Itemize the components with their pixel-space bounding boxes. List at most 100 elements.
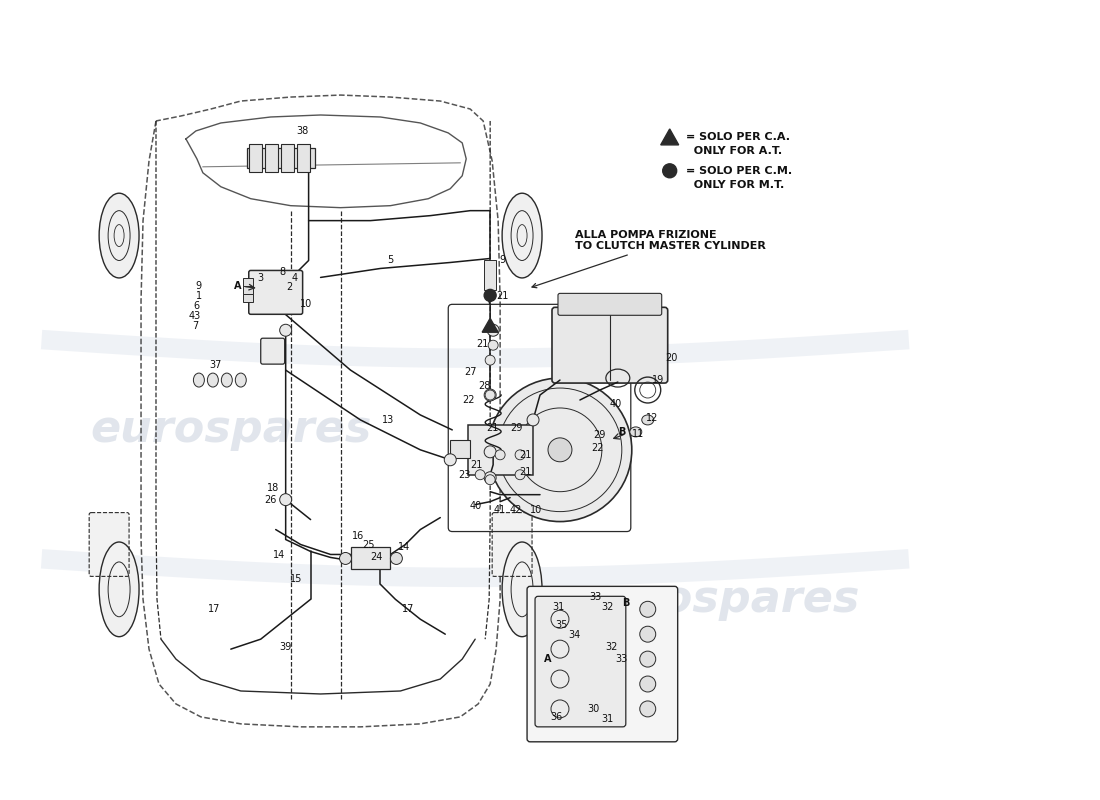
Text: 33: 33 <box>590 592 602 602</box>
Text: 19: 19 <box>651 375 664 385</box>
Circle shape <box>548 438 572 462</box>
Circle shape <box>640 701 656 717</box>
Text: A: A <box>234 282 242 291</box>
Text: 34: 34 <box>568 630 580 640</box>
Bar <box>243 278 253 286</box>
Circle shape <box>485 355 495 365</box>
Text: 9: 9 <box>499 255 505 266</box>
Text: 42: 42 <box>510 505 522 514</box>
Text: 14: 14 <box>398 542 410 553</box>
Bar <box>243 294 253 302</box>
Text: 35: 35 <box>556 620 569 630</box>
Bar <box>351 547 390 570</box>
Text: 36: 36 <box>550 712 562 722</box>
Text: 40: 40 <box>470 501 482 510</box>
Text: 38: 38 <box>297 126 309 136</box>
Circle shape <box>640 651 656 667</box>
Text: eurospares: eurospares <box>90 408 372 451</box>
Bar <box>265 144 277 172</box>
Circle shape <box>527 414 539 426</box>
Text: 37: 37 <box>210 360 222 370</box>
Circle shape <box>484 446 496 458</box>
Text: 7: 7 <box>191 322 198 331</box>
Ellipse shape <box>502 194 542 278</box>
Circle shape <box>515 450 525 460</box>
Text: 29: 29 <box>510 423 522 433</box>
Text: 25: 25 <box>362 541 375 550</box>
Text: 15: 15 <box>289 574 301 584</box>
Text: 17: 17 <box>403 604 415 614</box>
Bar <box>297 144 309 172</box>
FancyBboxPatch shape <box>552 307 668 383</box>
Text: 1: 1 <box>196 291 202 302</box>
Ellipse shape <box>208 373 218 387</box>
Bar <box>246 148 315 168</box>
Text: 20: 20 <box>666 353 678 363</box>
Text: ONLY FOR M.T.: ONLY FOR M.T. <box>685 180 784 190</box>
Text: 21: 21 <box>519 466 531 477</box>
Text: 21: 21 <box>470 460 483 470</box>
Polygon shape <box>661 129 679 145</box>
Bar <box>243 286 253 294</box>
Text: 43: 43 <box>189 311 201 322</box>
Text: 23: 23 <box>458 470 471 480</box>
Circle shape <box>485 390 495 400</box>
Text: ALLA POMPA FRIZIONE
TO CLUTCH MASTER CYLINDER: ALLA POMPA FRIZIONE TO CLUTCH MASTER CYL… <box>532 230 766 288</box>
Text: 8: 8 <box>279 267 286 278</box>
FancyBboxPatch shape <box>261 338 285 364</box>
Text: 21: 21 <box>496 291 508 302</box>
Ellipse shape <box>99 542 139 637</box>
Circle shape <box>390 553 403 565</box>
Text: 12: 12 <box>646 413 658 423</box>
Ellipse shape <box>502 542 542 637</box>
Text: 31: 31 <box>602 714 614 724</box>
Text: 21: 21 <box>476 339 488 349</box>
Text: 6: 6 <box>194 302 200 311</box>
Text: 21: 21 <box>519 450 531 460</box>
Text: 5: 5 <box>387 255 394 266</box>
Text: 10: 10 <box>530 505 542 514</box>
Ellipse shape <box>221 373 232 387</box>
Text: 21: 21 <box>486 423 498 433</box>
Bar <box>280 144 294 172</box>
Text: ONLY FOR A.T.: ONLY FOR A.T. <box>685 146 782 156</box>
Circle shape <box>484 389 496 401</box>
Circle shape <box>444 454 456 466</box>
Circle shape <box>487 324 499 336</box>
Text: A: A <box>544 654 552 664</box>
Circle shape <box>279 494 292 506</box>
Text: B: B <box>618 427 626 437</box>
Bar <box>450 440 470 458</box>
Circle shape <box>279 324 292 336</box>
Ellipse shape <box>194 373 205 387</box>
FancyBboxPatch shape <box>249 270 302 314</box>
Ellipse shape <box>235 373 246 387</box>
Bar <box>484 261 496 290</box>
Text: 32: 32 <box>602 602 614 612</box>
Ellipse shape <box>630 427 641 437</box>
Polygon shape <box>482 318 498 332</box>
Circle shape <box>640 626 656 642</box>
Text: 24: 24 <box>371 553 383 562</box>
Text: = SOLO PER C.A.: = SOLO PER C.A. <box>685 132 790 142</box>
Text: 27: 27 <box>464 367 476 377</box>
Text: B: B <box>623 598 629 608</box>
Text: 29: 29 <box>594 430 606 440</box>
FancyBboxPatch shape <box>558 294 662 315</box>
Text: eurospares: eurospares <box>579 578 860 621</box>
Text: 26: 26 <box>264 494 277 505</box>
Circle shape <box>640 676 656 692</box>
Text: 13: 13 <box>383 415 395 425</box>
Text: 9: 9 <box>196 282 202 291</box>
FancyBboxPatch shape <box>535 596 626 727</box>
Text: 22: 22 <box>592 443 604 453</box>
Circle shape <box>488 378 631 522</box>
FancyBboxPatch shape <box>89 513 129 576</box>
FancyBboxPatch shape <box>492 513 532 576</box>
Text: 2: 2 <box>286 282 293 292</box>
Text: 30: 30 <box>587 704 600 714</box>
Text: 41: 41 <box>494 505 506 514</box>
Circle shape <box>515 470 525 480</box>
Text: 3: 3 <box>257 274 264 283</box>
Circle shape <box>484 290 496 302</box>
